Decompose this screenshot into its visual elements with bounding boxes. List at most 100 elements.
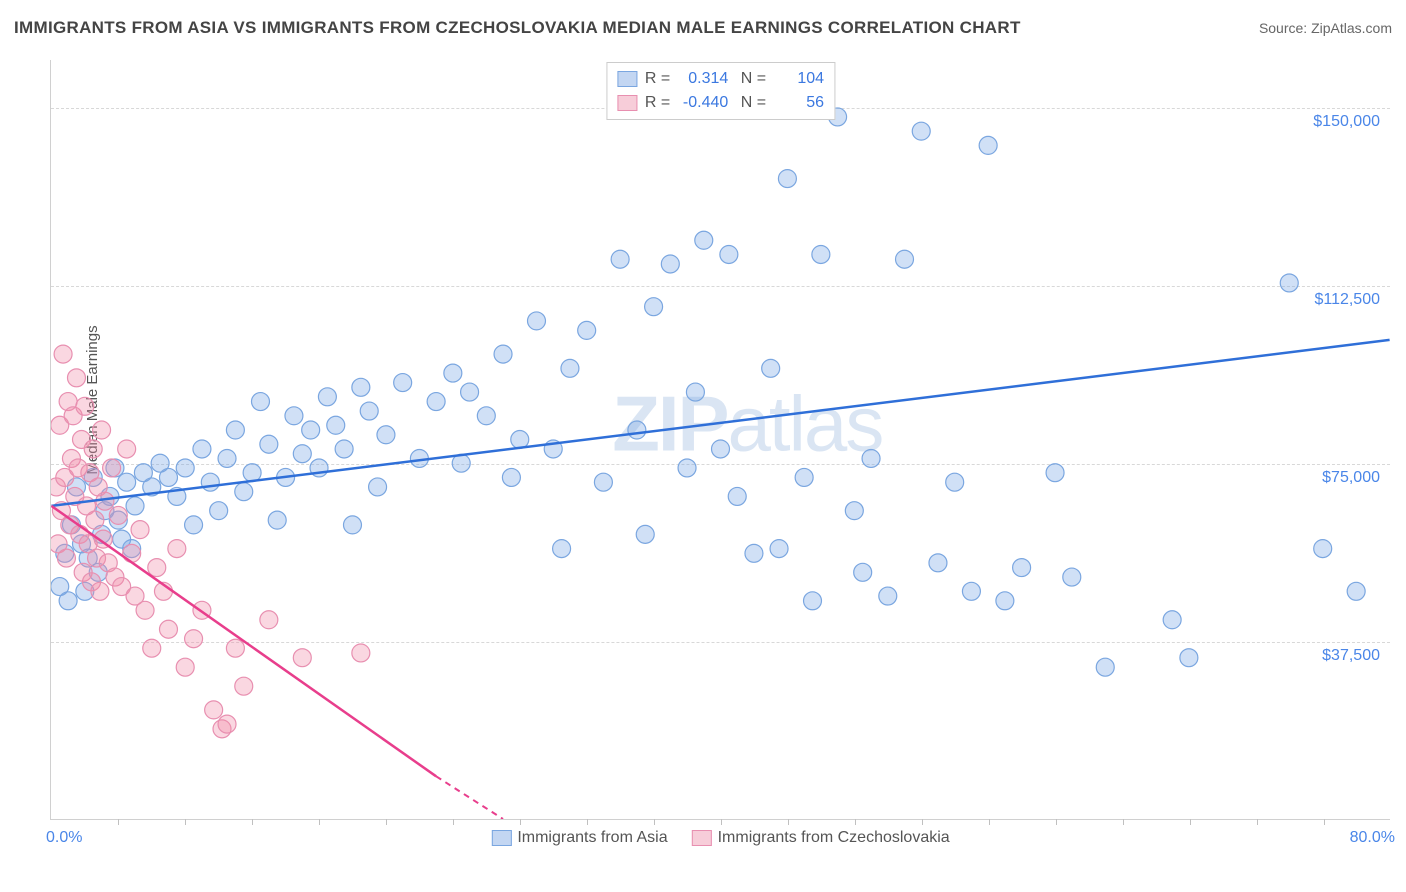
x-tick xyxy=(386,819,387,825)
scatter-point xyxy=(131,521,149,539)
x-tick xyxy=(721,819,722,825)
legend-label-asia: Immigrants from Asia xyxy=(517,829,667,847)
x-tick xyxy=(185,819,186,825)
scatter-point xyxy=(159,620,177,638)
scatter-point xyxy=(91,582,109,600)
x-tick xyxy=(855,819,856,825)
scatter-point xyxy=(678,459,696,477)
scatter-point xyxy=(444,364,462,382)
stats-row-asia: R = 0.314 N = 104 xyxy=(617,67,824,91)
scatter-point xyxy=(185,630,203,648)
x-tick xyxy=(654,819,655,825)
scatter-point xyxy=(148,559,166,577)
x-tick xyxy=(1056,819,1057,825)
scatter-point xyxy=(1096,658,1114,676)
scatter-point xyxy=(293,445,311,463)
x-tick xyxy=(453,819,454,825)
x-tick xyxy=(1190,819,1191,825)
r-value-czech: -0.440 xyxy=(678,91,728,115)
scatter-point xyxy=(57,549,75,567)
scatter-point xyxy=(118,473,136,491)
legend-item-czech: Immigrants from Czechoslovakia xyxy=(692,829,950,847)
scatter-point xyxy=(1347,582,1365,600)
scatter-point xyxy=(712,440,730,458)
scatter-point xyxy=(159,468,177,486)
scatter-point xyxy=(720,246,738,264)
legend-swatch-czech xyxy=(692,830,712,846)
bottom-legend: Immigrants from Asia Immigrants from Cze… xyxy=(491,829,949,847)
n-value-czech: 56 xyxy=(774,91,824,115)
scatter-point xyxy=(76,397,94,415)
scatter-point xyxy=(686,383,704,401)
scatter-point xyxy=(123,544,141,562)
x-tick xyxy=(118,819,119,825)
r-value-asia: 0.314 xyxy=(678,67,728,91)
x-tick xyxy=(1123,819,1124,825)
scatter-point xyxy=(54,345,72,363)
x-tick xyxy=(1257,819,1258,825)
trend-line xyxy=(51,340,1389,506)
scatter-point xyxy=(327,416,345,434)
scatter-point xyxy=(84,440,102,458)
legend-label-czech: Immigrants from Czechoslovakia xyxy=(718,829,950,847)
x-tick xyxy=(989,819,990,825)
scatter-point xyxy=(929,554,947,572)
legend-item-asia: Immigrants from Asia xyxy=(491,829,667,847)
scatter-point xyxy=(1013,559,1031,577)
scatter-point xyxy=(394,374,412,392)
scatter-point xyxy=(268,511,286,529)
scatter-point xyxy=(645,298,663,316)
scatter-point xyxy=(745,544,763,562)
scatter-point xyxy=(594,473,612,491)
scatter-point xyxy=(109,506,127,524)
scatter-point xyxy=(528,312,546,330)
scatter-point xyxy=(728,487,746,505)
scatter-point xyxy=(896,250,914,268)
scatter-point xyxy=(360,402,378,420)
scatter-point xyxy=(352,644,370,662)
scatter-svg xyxy=(51,60,1390,819)
scatter-point xyxy=(86,511,104,529)
scatter-point xyxy=(335,440,353,458)
scatter-point xyxy=(126,497,144,515)
legend-swatch-asia xyxy=(491,830,511,846)
scatter-point xyxy=(770,540,788,558)
scatter-point xyxy=(962,582,980,600)
chart-source: Source: ZipAtlas.com xyxy=(1259,20,1392,36)
n-value-asia: 104 xyxy=(774,67,824,91)
scatter-point xyxy=(795,468,813,486)
scatter-point xyxy=(979,136,997,154)
scatter-point xyxy=(185,516,203,534)
scatter-point xyxy=(293,649,311,667)
scatter-point xyxy=(1180,649,1198,667)
scatter-point xyxy=(812,246,830,264)
scatter-point xyxy=(103,459,121,477)
scatter-point xyxy=(176,658,194,676)
scatter-point xyxy=(553,540,571,558)
scatter-point xyxy=(210,502,228,520)
scatter-point xyxy=(260,611,278,629)
scatter-point xyxy=(578,321,596,339)
scatter-point xyxy=(218,449,236,467)
scatter-point xyxy=(494,345,512,363)
scatter-point xyxy=(427,393,445,411)
trend-line xyxy=(51,506,436,776)
scatter-point xyxy=(251,393,269,411)
scatter-point xyxy=(168,540,186,558)
scatter-point xyxy=(477,407,495,425)
x-axis-max-label: 80.0% xyxy=(1350,829,1395,847)
scatter-point xyxy=(996,592,1014,610)
chart-header: IMMIGRANTS FROM ASIA VS IMMIGRANTS FROM … xyxy=(14,18,1392,38)
scatter-point xyxy=(762,359,780,377)
scatter-point xyxy=(235,677,253,695)
scatter-point xyxy=(343,516,361,534)
trend-line-extrapolated xyxy=(436,776,503,819)
scatter-point xyxy=(695,231,713,249)
scatter-point xyxy=(1063,568,1081,586)
scatter-point xyxy=(118,440,136,458)
scatter-point xyxy=(636,525,654,543)
stats-legend-box: R = 0.314 N = 104 R = -0.440 N = 56 xyxy=(606,62,835,120)
scatter-point xyxy=(93,421,111,439)
scatter-point xyxy=(912,122,930,140)
x-axis-min-label: 0.0% xyxy=(46,829,82,847)
